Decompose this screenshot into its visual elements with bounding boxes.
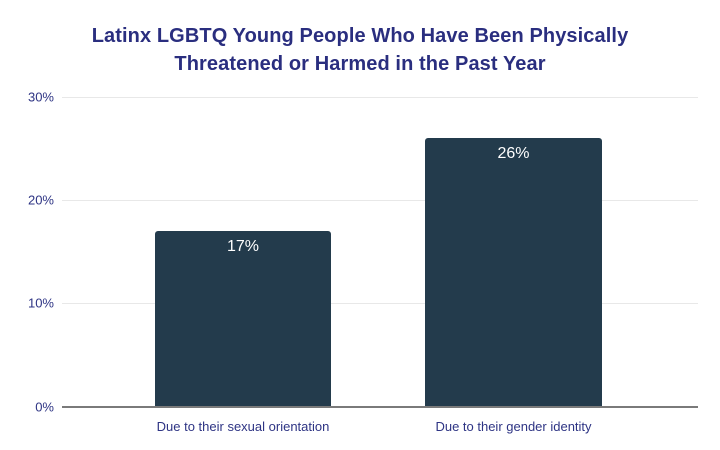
gridline [62, 200, 698, 201]
y-axis-tick-label: 0% [35, 399, 54, 415]
gridline [62, 303, 698, 304]
chart-title: Latinx LGBTQ Young People Who Have Been … [91, 25, 629, 75]
bar-value-label: 17% [226, 237, 260, 255]
gridline [62, 97, 698, 98]
x-axis-category-label: Due to their gender identity [435, 419, 592, 434]
y-axis-tick-label: 10% [27, 295, 54, 311]
bar: 26% [425, 138, 602, 406]
y-axis-tick-label: 20% [27, 192, 54, 208]
bar: 17% [154, 230, 332, 406]
y-axis-tick-label: 30% [27, 89, 54, 105]
bar-value-label: 26% [497, 145, 530, 163]
plot-area: 0% 10% 20% 30% 17% Due to their sexual orient… [28, 90, 698, 434]
x-axis-category-label: Due to their sexual orientation [156, 419, 330, 434]
